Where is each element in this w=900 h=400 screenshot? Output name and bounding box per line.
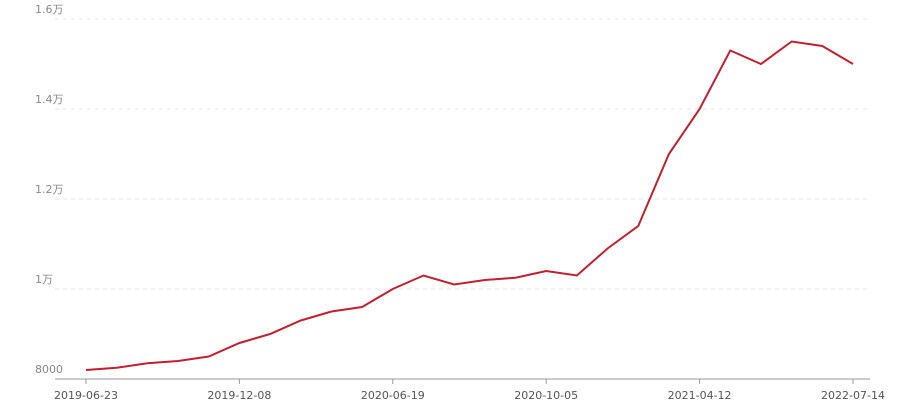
x-tick-label: 2021-04-12	[668, 389, 732, 400]
x-tick-label: 2020-06-19	[361, 389, 425, 400]
x-tick-label: 2020-10-05	[514, 389, 578, 400]
y-tick-label: 1.6万	[35, 3, 64, 16]
y-tick-label: 8000	[35, 363, 63, 376]
y-tick-label: 1.4万	[35, 93, 64, 106]
y-tick-label: 1万	[35, 273, 53, 286]
line-series	[85, 40, 854, 371]
x-tick-label: 2019-12-08	[207, 389, 271, 400]
y-tick-label: 1.2万	[35, 183, 64, 196]
x-tick-label: 2022-07-14	[821, 389, 885, 400]
x-tick-label: 2019-06-23	[54, 389, 118, 400]
